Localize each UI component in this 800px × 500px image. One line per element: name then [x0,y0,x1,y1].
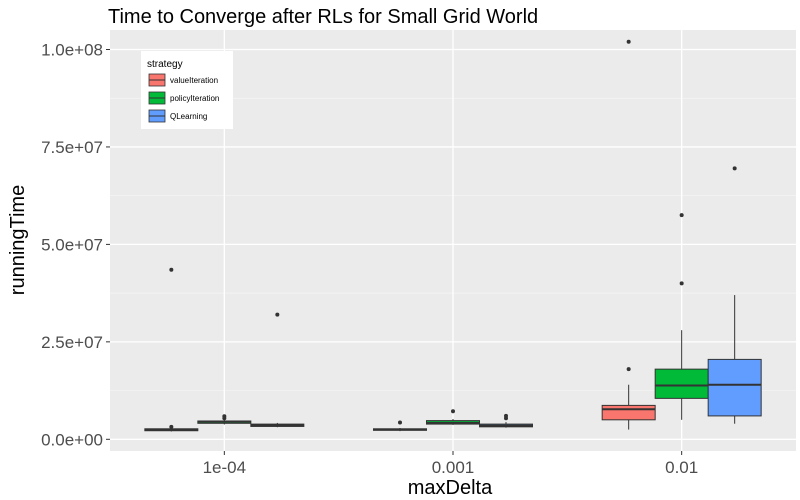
y-axis: 0.0e+00 2.5e+07 5.0e+07 7.5e+07 1.0e+08 [41,40,110,449]
boxes-layer [144,39,762,432]
x-axis-title: maxDelta [408,477,493,499]
box-policyIteration [197,414,252,425]
box-valueIteration [144,267,199,432]
box-QLearning [707,166,762,424]
box-QLearning [479,413,533,428]
box-valueIteration [601,39,656,430]
x-tick-label: 0.001 [432,458,475,477]
legend-title: strategy [147,59,183,70]
box-valueIteration [373,420,427,432]
outlier-point [732,166,737,171]
box-policyIteration [654,213,709,420]
chart-title: Time to Converge after RLs for Small Gri… [108,6,538,28]
outlier-point [398,420,402,425]
x-tick-label: 0.01 [665,458,698,477]
y-tick-label: 2.5e+07 [41,333,103,352]
y-axis-title: runningTime [7,185,29,295]
outlier-point [451,409,455,414]
legend-label: policyIteration [170,94,219,103]
outlier-point [275,312,280,317]
outlier-point [169,424,174,429]
outlier-point [222,414,227,419]
y-tick-label: 0.0e+00 [41,430,103,449]
outlier-point [679,281,684,286]
x-axis: 1e-04 0.001 0.01 [203,451,698,477]
box-QLearning [250,312,305,428]
y-tick-label: 5.0e+07 [41,235,103,254]
x-tick-label: 1e-04 [203,458,246,477]
y-tick-label: 7.5e+07 [41,138,103,157]
legend-label: QLearning [170,112,207,121]
legend: strategy valueIteration policyIteration QL… [141,51,233,129]
box-body [601,404,656,421]
outlier-point [504,413,508,418]
legend-label: valueIteration [170,76,218,85]
outlier-point [626,39,631,44]
box-policyIteration [426,409,480,425]
outlier-point [679,213,684,218]
y-tick-label: 1.0e+08 [41,40,103,59]
box-body [654,368,709,399]
outlier-point [626,367,631,372]
box-body [707,358,762,417]
outlier-point [169,267,174,272]
